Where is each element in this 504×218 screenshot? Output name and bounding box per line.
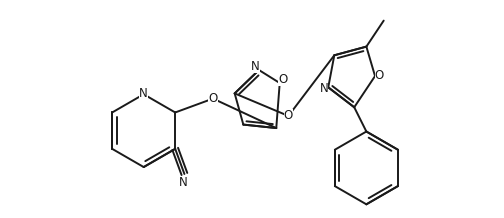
Text: O: O <box>375 69 384 82</box>
Text: N: N <box>320 82 328 95</box>
Text: N: N <box>179 176 188 189</box>
Text: N: N <box>139 87 148 100</box>
Text: N: N <box>251 60 260 73</box>
Text: O: O <box>279 73 288 86</box>
Text: O: O <box>208 92 218 105</box>
Text: O: O <box>284 109 293 123</box>
